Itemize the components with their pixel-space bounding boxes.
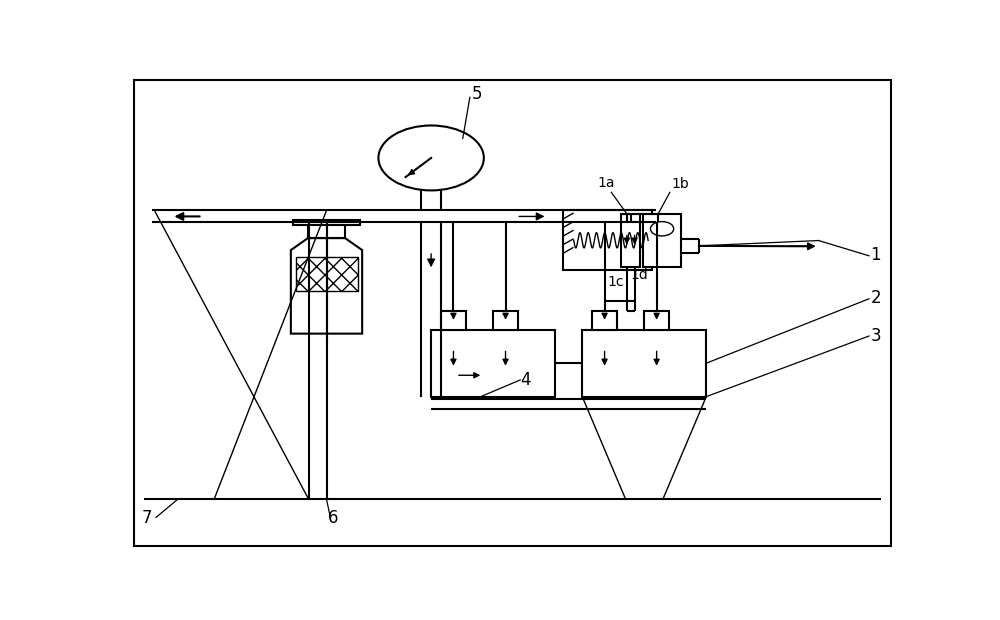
Bar [293, 220, 360, 226]
Text: 1d: 1d [631, 268, 648, 282]
Bar [493, 311, 518, 330]
Text: 1b: 1b [671, 177, 689, 190]
Text: 1c: 1c [607, 275, 624, 290]
Polygon shape [291, 238, 362, 334]
Bar [441, 311, 466, 330]
Bar [644, 311, 669, 330]
Text: 1a: 1a [597, 175, 615, 190]
Bar [563, 210, 652, 270]
Bar [431, 330, 555, 397]
Text: 4: 4 [520, 371, 531, 389]
Bar [296, 257, 358, 291]
Text: 7: 7 [142, 509, 153, 527]
Bar [643, 214, 681, 267]
Bar [582, 330, 706, 397]
Text: 3: 3 [871, 327, 881, 345]
Text: 1: 1 [871, 246, 881, 264]
Bar [621, 214, 640, 267]
Text: 2: 2 [871, 288, 881, 307]
Text: 6: 6 [328, 509, 339, 527]
Text: 5: 5 [472, 86, 483, 104]
Bar [592, 311, 617, 330]
Circle shape [378, 125, 484, 190]
Bar [308, 226, 345, 238]
